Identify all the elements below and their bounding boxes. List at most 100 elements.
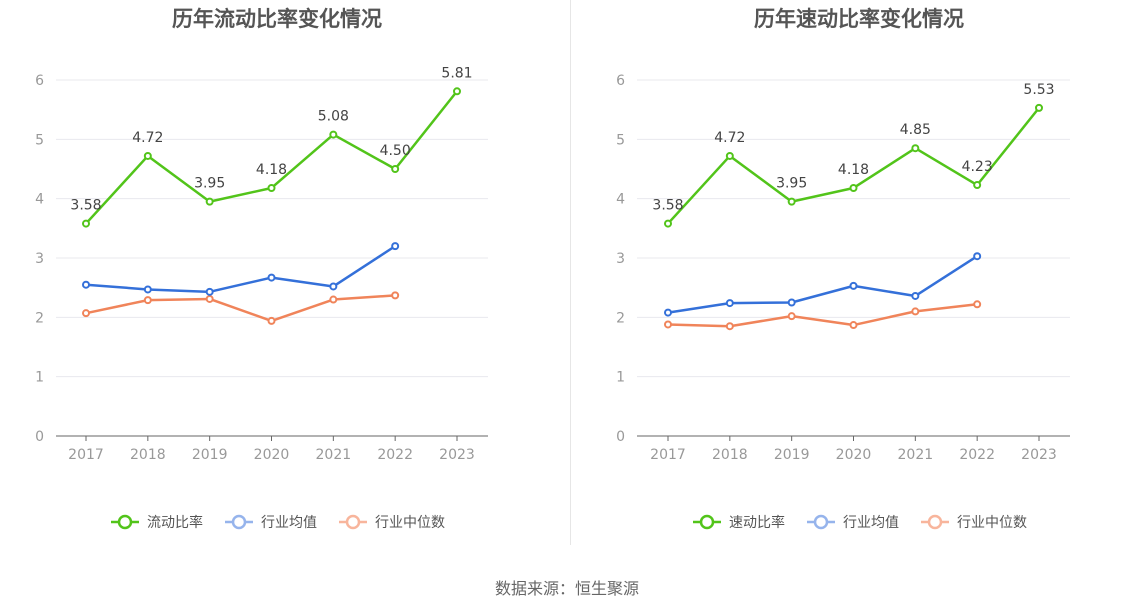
legend-label: 速动比率: [729, 514, 785, 531]
y-tick-label: 4: [616, 192, 625, 208]
data-point: [664, 308, 672, 317]
data-point: [911, 307, 920, 316]
data-label: 4.50: [380, 143, 411, 159]
data-point: [143, 151, 152, 160]
data-point: [849, 281, 858, 290]
data-point: [725, 151, 734, 160]
legend-marker: [927, 514, 943, 530]
data-point: [973, 252, 982, 261]
data-point: [391, 242, 400, 251]
data-point: [329, 295, 338, 304]
data-point: [267, 316, 276, 325]
data-label: 5.53: [1023, 82, 1054, 98]
data-point: [787, 197, 796, 206]
x-tick-label: 2023: [439, 447, 475, 463]
x-tick-label: 2021: [898, 447, 934, 463]
data-point: [911, 144, 920, 153]
x-tick-label: 2023: [1021, 447, 1057, 463]
chart-title: 历年流动比率变化情况: [172, 7, 382, 31]
legend-label: 行业中位数: [375, 515, 445, 531]
x-tick-label: 2019: [192, 447, 228, 463]
data-label: 4.72: [714, 130, 745, 146]
x-tick-label: 2022: [377, 447, 413, 463]
data-point: [143, 285, 152, 294]
series-line: [667, 303, 978, 328]
data-point: [849, 183, 858, 192]
data-point: [1035, 103, 1043, 112]
y-tick-label: 0: [616, 429, 625, 445]
data-point: [664, 320, 672, 329]
data-label: 3.58: [652, 198, 683, 214]
data-point: [391, 165, 400, 173]
data-label: 3.95: [194, 176, 225, 192]
data-point: [267, 183, 276, 192]
data-point: [787, 298, 796, 307]
data-label: 4.85: [900, 122, 931, 138]
x-tick-label: 2018: [130, 447, 166, 463]
x-tick-label: 2022: [959, 447, 995, 463]
data-point: [911, 291, 920, 300]
y-tick-label: 5: [35, 132, 44, 148]
data-point: [973, 181, 982, 190]
data-label: 4.72: [132, 130, 163, 146]
x-tick-label: 2019: [774, 447, 810, 463]
current-ratio-chart-svg: 历年流动比率变化情况 0 1 2 3 4 5 6 2017 2018 2019 2020 2021 202…: [35, 7, 488, 531]
data-point: [329, 282, 338, 291]
y-tick-label: 6: [616, 73, 625, 89]
data-label: 4.18: [256, 162, 287, 178]
legend-marker: [231, 514, 247, 530]
data-point: [329, 130, 338, 139]
series-line: [667, 255, 978, 314]
y-tick-label: 2: [35, 310, 44, 326]
legend-label: 行业均值: [261, 515, 317, 531]
x-tick-label: 2020: [254, 447, 290, 463]
x-tick-label: 2020: [836, 447, 872, 463]
legend-label: 行业中位数: [957, 515, 1027, 531]
data-point: [391, 291, 400, 300]
x-tick-label: 2018: [712, 447, 748, 463]
data-point: [205, 197, 214, 206]
data-point: [82, 280, 90, 289]
data-point: [849, 321, 858, 330]
legend-marker: [699, 514, 715, 530]
data-point: [267, 273, 276, 282]
y-tick-label: 2: [616, 310, 625, 326]
y-tick-label: 3: [35, 251, 44, 267]
data-label: 5.08: [318, 109, 349, 125]
legend-marker: [345, 514, 361, 530]
current-ratio-chart: 历年流动比率变化情况 0 1 2 3 4 5 6 2017 2018 2019 2020 2021 202…: [0, 0, 567, 545]
y-tick-label: 5: [616, 132, 625, 148]
y-tick-label: 0: [35, 429, 44, 445]
data-label: 3.58: [70, 198, 101, 214]
data-point: [725, 299, 734, 308]
data-label: 3.95: [776, 176, 807, 192]
data-point: [205, 287, 214, 296]
x-tick-label: 2017: [650, 447, 686, 463]
data-source-note: 数据来源：恒生聚源: [494, 579, 639, 598]
x-tick-label: 2017: [68, 447, 104, 463]
series-line: [85, 294, 396, 323]
y-tick-label: 6: [35, 73, 44, 89]
chart-title: 历年速动比率变化情况: [754, 7, 964, 31]
data-point: [787, 312, 796, 321]
panel-divider: [570, 0, 571, 545]
data-point: [973, 300, 982, 309]
quick-ratio-chart-svg: 历年速动比率变化情况 0 1 2 3 4 5 6 2017 2018 2019 2020 2021 202…: [616, 7, 1070, 531]
data-label: 4.18: [838, 162, 869, 178]
legend-label: 流动比率: [147, 514, 203, 531]
data-point: [143, 296, 152, 305]
y-tick-label: 4: [35, 192, 44, 208]
y-tick-label: 3: [616, 251, 625, 267]
data-label: 5.81: [441, 65, 472, 81]
series-line: [85, 245, 396, 294]
legend-marker: [117, 514, 133, 530]
data-point: [664, 219, 672, 228]
y-tick-label: 1: [35, 370, 44, 386]
data-point: [82, 219, 90, 228]
legend-marker: [813, 514, 829, 530]
data-point: [205, 294, 214, 303]
data-label: 4.23: [962, 159, 993, 175]
data-point: [725, 322, 734, 331]
quick-ratio-chart: 历年速动比率变化情况 0 1 2 3 4 5 6 2017 2018 2019 2020 2021 202…: [567, 0, 1134, 545]
data-point: [453, 87, 461, 96]
